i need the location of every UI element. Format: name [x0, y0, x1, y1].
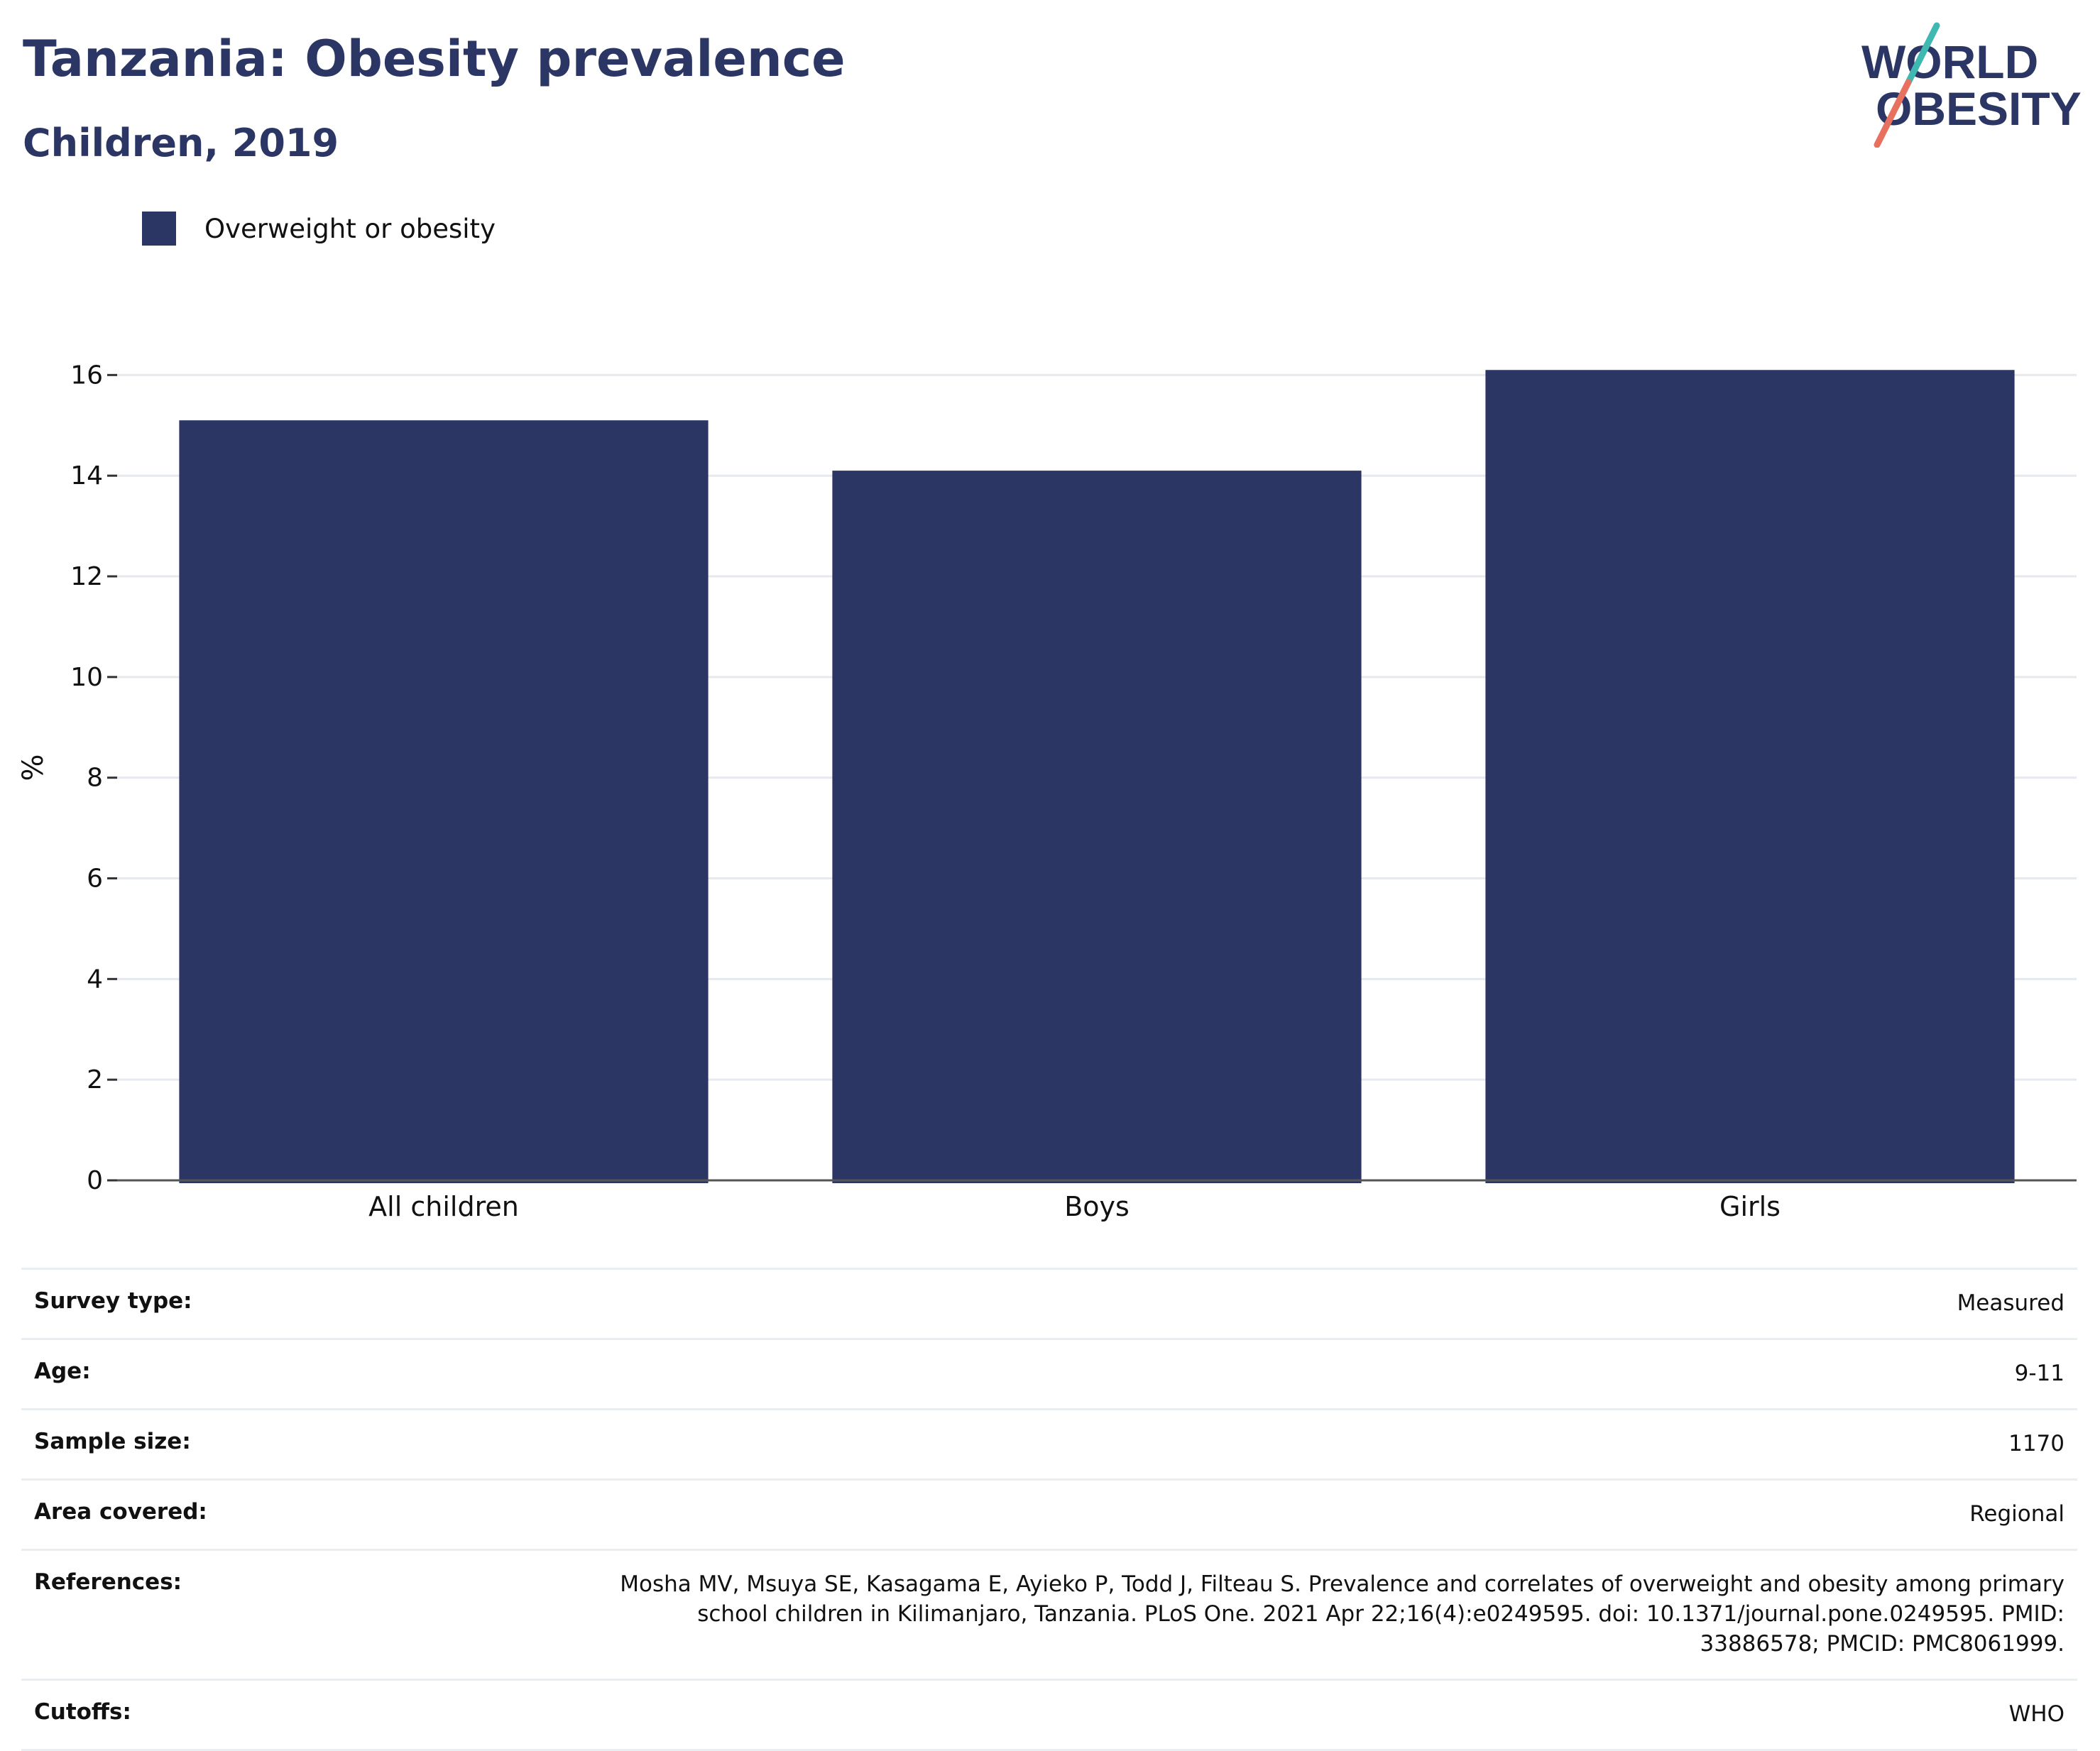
survey-info-label: Area covered: — [34, 1499, 207, 1525]
survey-info-table: Survey type: Measured Age: 9-11 Sample size:… — [21, 1268, 2077, 1751]
survey-info-label: Survey type: — [34, 1288, 192, 1314]
survey-info-row: References: Mosha MV, Msuya SE, Kasagama … — [21, 1549, 2077, 1679]
survey-info-row: Age: 9-11 — [21, 1338, 2077, 1408]
logo-word-world: WORLD — [1861, 35, 2038, 88]
y-tick-label: 6 — [87, 864, 103, 894]
survey-info-value: 9-11 — [2014, 1361, 2065, 1386]
survey-info-label: References: — [34, 1569, 182, 1595]
survey-info-value: Measured — [1957, 1290, 2065, 1316]
world-obesity-logo: WORLD OBESITY — [1861, 22, 2082, 148]
bar — [1485, 370, 2015, 1183]
chart-legend[interactable]: Overweight or obesity — [142, 212, 496, 246]
survey-info-row: Area covered: Regional — [21, 1478, 2077, 1549]
y-tick-label: 12 — [70, 562, 103, 591]
chart-title: Tanzania: Obesity prevalence — [23, 30, 846, 88]
bar — [179, 420, 709, 1184]
x-tick-label: All children — [368, 1191, 519, 1222]
survey-info-row: Sample size: 1170 — [21, 1408, 2077, 1478]
survey-info-label: Sample size: — [34, 1429, 191, 1454]
logo-word-obesity: OBESITY — [1876, 82, 2082, 135]
y-tick-label: 4 — [87, 965, 103, 994]
survey-info-row: Survey type: Measured — [21, 1268, 2077, 1338]
legend-swatch — [142, 212, 176, 246]
y-tick-label: 16 — [70, 361, 103, 390]
logo-coral-slash — [1874, 79, 1912, 148]
survey-info-label: Cutoffs: — [34, 1699, 131, 1725]
x-tick-label: Boys — [1064, 1191, 1130, 1222]
y-tick-label: 10 — [70, 663, 103, 692]
legend-label: Overweight or obesity — [204, 213, 496, 244]
survey-info-label: Age: — [34, 1358, 91, 1384]
bar — [832, 471, 1362, 1183]
y-tick-label: 2 — [87, 1065, 103, 1094]
survey-info-row: Cutoffs: WHO — [21, 1679, 2077, 1751]
chart-subtitle: Children, 2019 — [23, 121, 339, 165]
x-tick-label: Girls — [1719, 1191, 1781, 1222]
logo-teal-slash — [1905, 22, 1940, 86]
y-tick-label: 8 — [87, 764, 103, 793]
y-axis-label: % — [17, 754, 50, 781]
y-tick-label: 14 — [70, 461, 103, 490]
y-tick-label: 0 — [87, 1166, 103, 1195]
survey-info-value: WHO — [2008, 1701, 2065, 1727]
survey-info-value: Mosha MV, Msuya SE, Kasagama E, Ayieko P… — [620, 1571, 2065, 1657]
survey-info-value: Regional — [1969, 1501, 2065, 1527]
bar-chart: 0 2 4 6 8 10 12 14 16% All children Boys Girls — [17, 361, 2077, 1222]
survey-info-value: 1170 — [2008, 1431, 2065, 1456]
